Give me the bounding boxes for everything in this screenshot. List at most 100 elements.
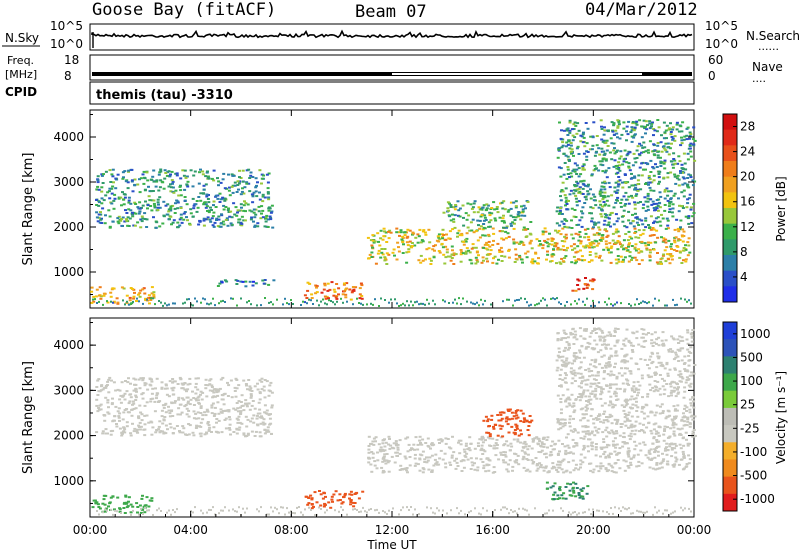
power-cell <box>101 207 105 210</box>
power-cell <box>502 226 505 229</box>
velocity-cell <box>681 339 685 342</box>
power-cell <box>205 205 209 208</box>
power-cell <box>644 132 647 135</box>
velocity-cell <box>404 437 408 440</box>
power-cell <box>565 177 569 180</box>
velocity-cell <box>642 412 646 415</box>
power-cell <box>480 261 484 264</box>
power-cell <box>501 230 504 233</box>
power-cell <box>185 203 189 206</box>
power-cell <box>681 183 685 186</box>
power-cell <box>263 225 267 228</box>
power-cell <box>587 238 591 241</box>
power-cell <box>119 219 123 222</box>
power-cell <box>150 209 154 212</box>
power-cell <box>630 140 634 143</box>
power-cell <box>111 175 115 178</box>
power-cell <box>514 216 518 219</box>
velocity-cell <box>570 393 574 396</box>
velocity-cell <box>589 382 593 385</box>
velocity-cell <box>235 387 239 390</box>
power-cell <box>233 184 237 187</box>
velocity-cell <box>122 426 126 429</box>
power-cell <box>201 170 205 173</box>
power-cell <box>602 139 606 142</box>
power-ground-cell <box>378 305 380 307</box>
power-cell <box>341 293 345 296</box>
velocity-ground-cell <box>112 513 114 516</box>
velocity-cell <box>631 344 635 347</box>
velocity-cell <box>444 462 448 465</box>
power-cell <box>559 190 563 193</box>
velocity-cell <box>563 418 567 421</box>
power-cell <box>519 258 523 261</box>
power-cell <box>565 203 569 205</box>
power-cell <box>584 195 588 198</box>
power-cell <box>167 210 171 213</box>
velocity-cell <box>654 432 658 435</box>
power-cell <box>154 226 158 229</box>
power-cell <box>379 237 383 240</box>
power-cell <box>206 210 209 212</box>
power-cell <box>645 128 649 131</box>
nave-label: Nave <box>752 60 783 74</box>
velocity-cell <box>592 365 596 368</box>
power-cell <box>183 211 187 213</box>
velocity-cell <box>647 376 651 379</box>
velocity-cell <box>650 375 653 378</box>
power-cell <box>568 121 572 124</box>
velocity-cell <box>680 359 684 362</box>
velocity-cell <box>624 424 628 427</box>
power-cell <box>512 241 516 244</box>
velocity-cell <box>568 346 571 349</box>
power-cell <box>204 203 208 206</box>
velocity-cell <box>514 461 518 464</box>
velocity-cell <box>150 433 154 436</box>
velocity-cell <box>670 381 674 384</box>
velocity-cell <box>559 368 563 371</box>
power-cell <box>561 144 565 147</box>
velocity-cell <box>580 490 584 492</box>
velocity-cell <box>482 419 486 422</box>
velocity-cell <box>569 483 573 486</box>
power-cell <box>191 197 195 200</box>
power-cell <box>535 262 539 265</box>
velocity-cell <box>367 461 371 464</box>
velocity-cell <box>594 379 598 381</box>
velocity-cell <box>561 337 565 340</box>
power-ground-cell <box>130 303 132 305</box>
power-cell <box>680 139 684 142</box>
velocity-cell <box>338 499 342 501</box>
power-cell <box>629 131 633 134</box>
velocity-cell <box>421 438 425 441</box>
velocity-cell <box>682 444 686 447</box>
power-cell <box>448 202 451 205</box>
velocity-cell <box>403 467 407 470</box>
power-cell <box>591 144 595 147</box>
power-cell <box>581 187 585 190</box>
power-cell <box>204 218 208 221</box>
velocity-cell <box>241 404 245 407</box>
power-cell <box>468 229 472 232</box>
velocity-cell <box>618 434 622 437</box>
power-cell <box>170 170 174 173</box>
power-cell <box>604 216 608 219</box>
power-cell <box>628 251 632 254</box>
velocity-cell <box>517 434 521 437</box>
velocity-cell <box>104 396 108 399</box>
velocity-cell <box>615 339 619 342</box>
power-cell <box>600 138 604 141</box>
velocity-cell <box>226 395 230 397</box>
power-cell <box>621 244 624 247</box>
power-cell <box>96 175 100 178</box>
power-cell <box>244 280 248 283</box>
power-cell <box>212 204 215 207</box>
velocity-cell <box>623 416 627 419</box>
velocity-cell <box>591 374 594 377</box>
power-ground-cell <box>400 304 402 307</box>
velocity-cell <box>692 400 696 403</box>
velocity-cell <box>649 389 653 392</box>
velocity-cell <box>578 327 582 330</box>
velocity-cell <box>653 331 657 334</box>
velocity-cell <box>258 408 262 411</box>
